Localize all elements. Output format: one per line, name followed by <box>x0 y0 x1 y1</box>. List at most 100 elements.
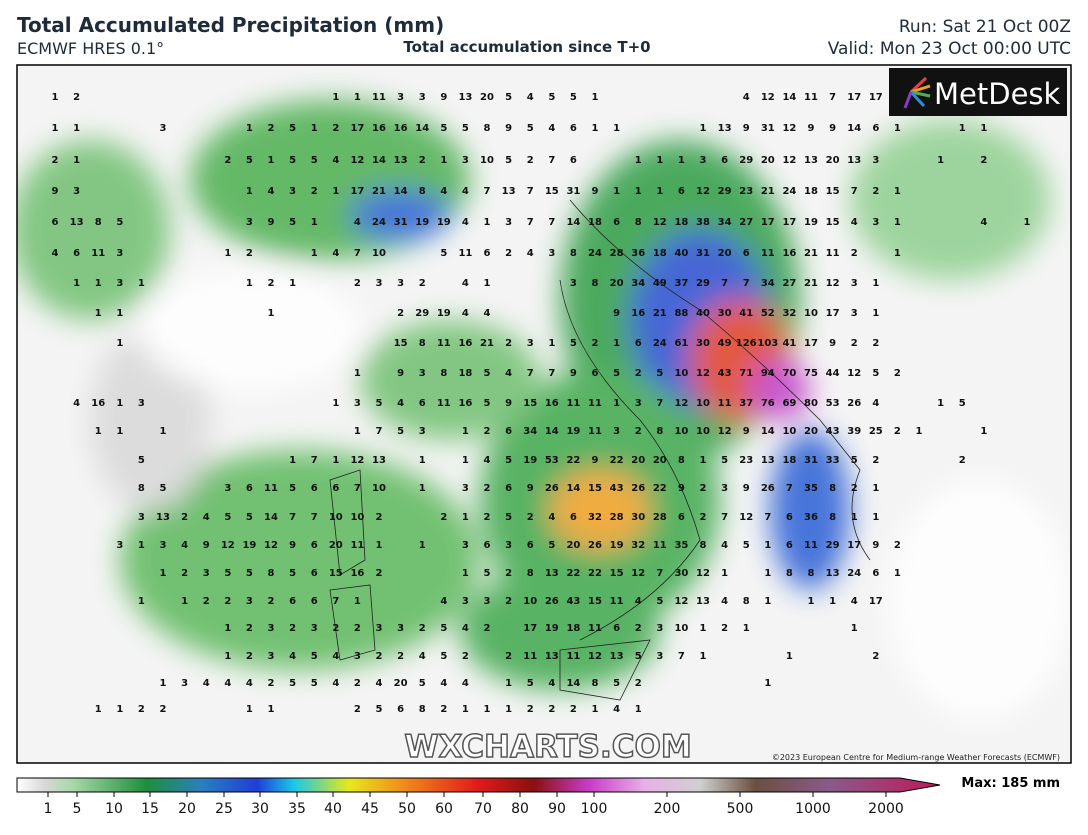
map-value: 24 <box>653 338 667 349</box>
map-value: 19 <box>523 455 537 466</box>
map-value: 69 <box>782 398 796 409</box>
map-value: 10 <box>350 512 364 523</box>
map-value: 10 <box>523 596 537 607</box>
map-value: 1 <box>592 704 599 715</box>
map-value: 7 <box>743 278 750 289</box>
map-value: 11 <box>653 540 667 551</box>
map-value: 3 <box>354 398 361 409</box>
map-value: 1 <box>116 308 123 319</box>
map-value: 21 <box>761 186 775 197</box>
map-value: 7 <box>851 186 858 197</box>
map-value: 1 <box>505 678 512 689</box>
map-value: 14 <box>847 123 861 134</box>
map-value: 1 <box>764 596 771 607</box>
map-value: 4 <box>462 678 469 689</box>
map-value: 2 <box>246 248 253 259</box>
map-value: 8 <box>743 596 750 607</box>
map-value: 3 <box>851 308 858 319</box>
map-value: 1 <box>700 123 707 134</box>
map-value: 39 <box>847 426 861 437</box>
map-value: 13 <box>826 568 840 579</box>
map-value: 4 <box>851 596 858 607</box>
map-value: 40 <box>696 308 710 319</box>
map-value: 43 <box>826 426 840 437</box>
map-value: 1 <box>95 704 102 715</box>
map-value: 1 <box>289 455 296 466</box>
map-value: 24 <box>588 248 602 259</box>
map-value: 1 <box>268 704 275 715</box>
map-value: 6 <box>570 512 577 523</box>
map-value: 34 <box>523 426 537 437</box>
map-value: 8 <box>484 123 491 134</box>
map-value: 2 <box>289 623 296 634</box>
run-label: Run: Sat 21 Oct 00Z <box>899 17 1071 37</box>
map-value: 10 <box>696 426 710 437</box>
map-value: 1 <box>138 596 145 607</box>
map-value: 94 <box>761 368 775 379</box>
map-value: 12 <box>674 596 688 607</box>
map-value: 24 <box>847 568 861 579</box>
map-value: 3 <box>376 623 383 634</box>
logo-icon <box>903 76 931 109</box>
map-value: 1 <box>138 278 145 289</box>
map-value: 1 <box>872 483 879 494</box>
map-value: 7 <box>548 368 555 379</box>
map-value: 6 <box>397 704 404 715</box>
map-value: 9 <box>268 217 275 228</box>
map-value: 6 <box>721 155 728 166</box>
map-value: 1 <box>721 568 728 579</box>
map-value: 7 <box>678 651 685 662</box>
map-value: 4 <box>462 217 469 228</box>
map-value: 4 <box>181 540 188 551</box>
map-value: 4 <box>462 623 469 634</box>
map-value: 3 <box>872 155 879 166</box>
map-value: 2 <box>635 678 642 689</box>
map-value: 16 <box>91 398 105 409</box>
map-value: 7 <box>289 512 296 523</box>
map-value: 12 <box>718 426 732 437</box>
map-value: 1 <box>916 426 923 437</box>
valid-label: Valid: Mon 23 Oct 00:00 UTC <box>828 39 1071 59</box>
map-value: 22 <box>566 455 580 466</box>
map-value: 5 <box>527 678 534 689</box>
map-value: 6 <box>505 483 512 494</box>
map-value: 9 <box>289 540 296 551</box>
map-value: 1 <box>116 398 123 409</box>
map-value: 3 <box>73 186 80 197</box>
map-value: 14 <box>566 678 580 689</box>
map-value: 2 <box>268 278 275 289</box>
map-value: 2 <box>872 651 879 662</box>
map-value: 5 <box>721 455 728 466</box>
map-value: 4 <box>721 540 728 551</box>
map-value: 1 <box>354 368 361 379</box>
map-value: 3 <box>246 217 253 228</box>
map-value: 12 <box>350 155 364 166</box>
map-value: 1 <box>311 217 318 228</box>
map-value: 11 <box>437 398 451 409</box>
map-value: 8 <box>592 278 599 289</box>
map-value: 53 <box>545 455 559 466</box>
colorbar-tick-label: 1 <box>44 801 53 817</box>
map-value: 1 <box>311 248 318 259</box>
coastline <box>569 199 871 561</box>
map-value: 2 <box>138 704 145 715</box>
map-value: 1 <box>894 123 901 134</box>
map-value: 4 <box>980 217 987 228</box>
map-value: 1 <box>376 540 383 551</box>
map-value: 3 <box>138 398 145 409</box>
map-value: 3 <box>872 217 879 228</box>
map-value: 1 <box>1024 217 1031 228</box>
map-value: 2 <box>332 623 339 634</box>
map-value: 8 <box>656 426 663 437</box>
map-value: 22 <box>610 455 624 466</box>
map-value: 1 <box>937 155 944 166</box>
map-value: 18 <box>566 623 580 634</box>
copyright: ©2023 European Centre for Medium-range W… <box>772 753 1060 762</box>
map-value: 4 <box>73 398 80 409</box>
map-value: 1 <box>959 123 966 134</box>
map-value: 4 <box>203 512 210 523</box>
map-value: 40 <box>674 248 688 259</box>
map-value: 1 <box>548 338 555 349</box>
map-value: 32 <box>631 540 645 551</box>
map-value: 7 <box>721 278 728 289</box>
